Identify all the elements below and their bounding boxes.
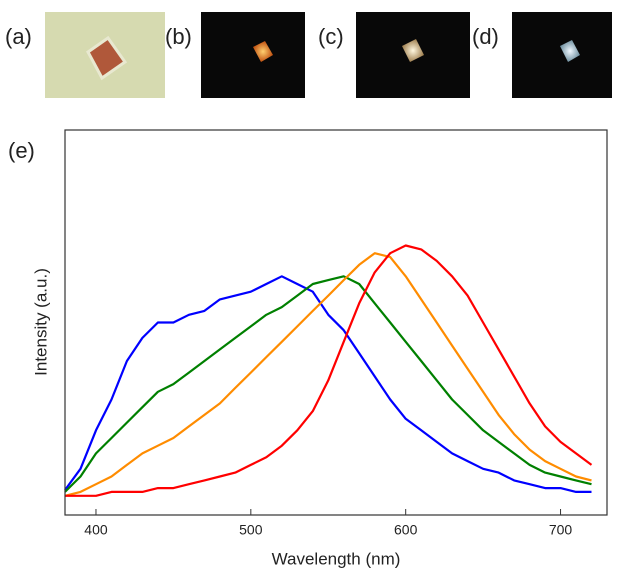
x-axis-label: Wavelength (nm) [272,549,401,568]
spectrum-line [64,275,592,493]
panel-label: (a) [5,24,32,49]
photo-d [512,12,612,98]
x-tick-label: 400 [84,522,108,538]
spectrum-line [65,244,593,497]
spectrum-line [64,252,592,497]
panel-label: (d) [472,24,499,49]
panel-label: (e) [8,138,35,163]
spectrum-line [64,275,592,493]
x-tick-label: 700 [549,522,573,538]
crystal-a [86,35,128,81]
y-axis-label: Intensity (a.u.) [31,268,50,376]
plot-frame [64,129,608,516]
x-tick-label: 500 [239,522,263,538]
photo-b [201,12,305,98]
x-tick-label: 600 [394,522,418,538]
panel-label: (b) [165,24,192,49]
panel-label: (c) [318,24,344,49]
crystal-d [560,40,580,62]
crystal-c [402,39,424,62]
crystal-b [253,41,273,62]
